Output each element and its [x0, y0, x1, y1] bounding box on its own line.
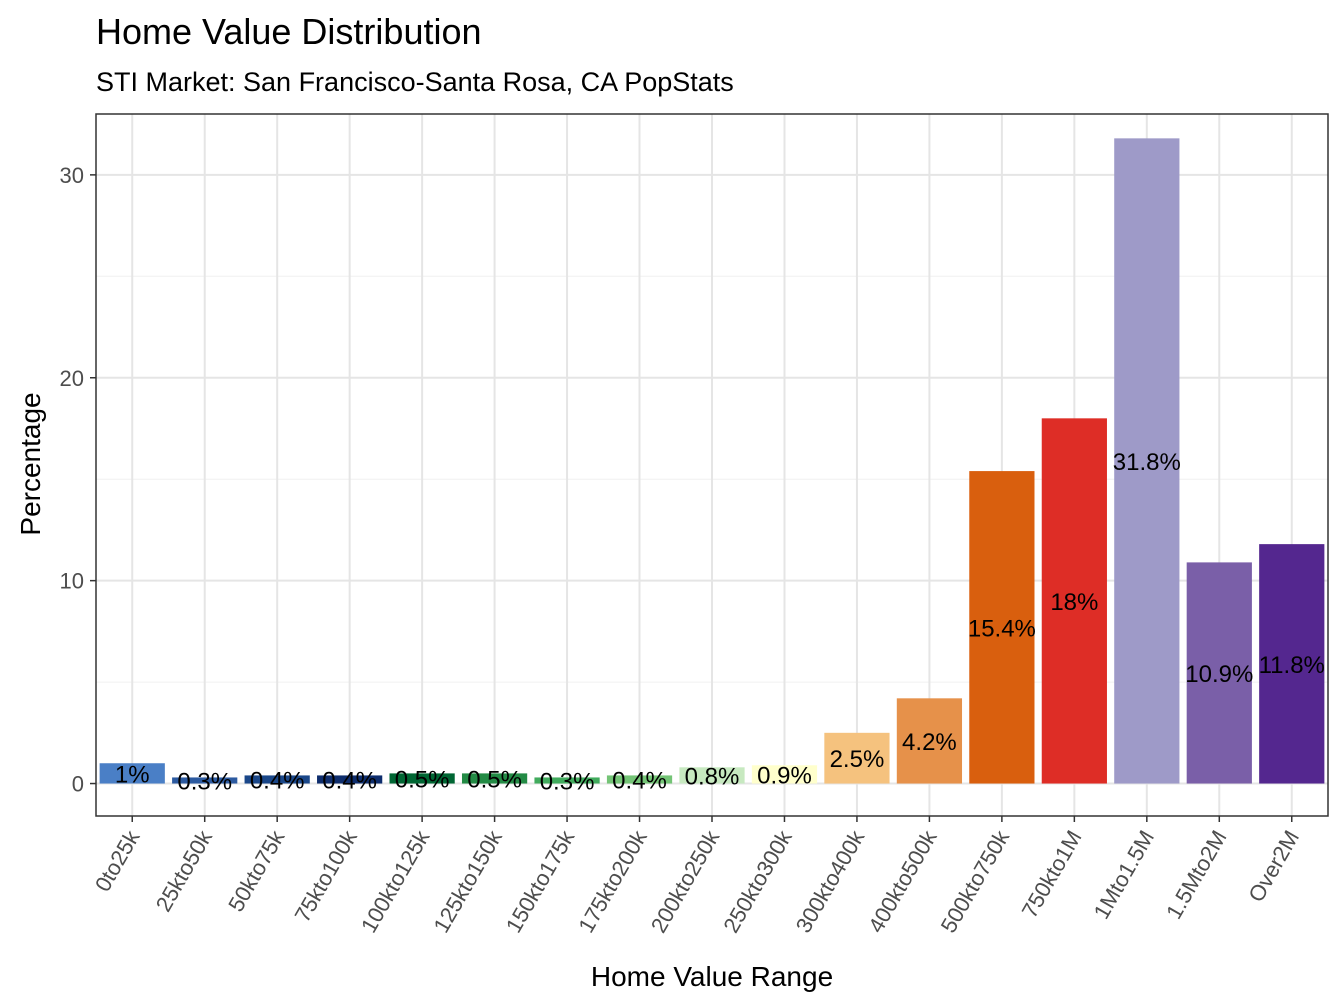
bar-value-label: 10.9% [1185, 661, 1253, 688]
y-tick-label: 0 [72, 772, 84, 797]
x-tick-label: 250kto300k [718, 825, 797, 937]
x-tick-label: 175kto200k [573, 825, 652, 937]
bar-value-label: 0.4% [250, 767, 305, 794]
x-axis: 0to25k 25kto50k 50kto75k 75kto100k100kto125… [90, 816, 1304, 937]
x-tick-label: 25kto50k [151, 825, 218, 916]
y-tick-label: 30 [60, 163, 84, 188]
bar [99, 763, 165, 784]
bar [1259, 544, 1325, 784]
bar [679, 767, 745, 784]
x-tick-label: 200kto250k [646, 825, 725, 937]
bar-value-label: 2.5% [830, 746, 885, 773]
x-tick-label: 75kto100k [290, 825, 363, 926]
bar-value-label: 15.4% [968, 615, 1036, 642]
bar-value-label: 0.4% [322, 767, 377, 794]
bar [534, 777, 600, 784]
bar [969, 471, 1035, 784]
x-tick-label: 400kto500k [863, 825, 942, 937]
bar [1186, 562, 1252, 784]
x-tick-label: Over2M [1243, 826, 1304, 906]
bar [317, 775, 383, 784]
bar-value-label: 11.8% [1259, 652, 1325, 679]
bar-value-label: 31.8% [1113, 449, 1181, 476]
x-tick-label: 0to25k [90, 825, 145, 896]
bar-value-label: 0.4% [612, 767, 667, 794]
bar-value-label: 1% [115, 761, 150, 788]
x-tick-label: 50kto75k [223, 825, 290, 916]
y-tick-label: 20 [60, 366, 84, 391]
bar [389, 773, 455, 784]
chart-title: Home Value Distribution [96, 11, 482, 52]
bar [1114, 138, 1180, 784]
x-tick-label: 1Mto1.5M [1089, 826, 1160, 923]
y-axis: 0 10 20 30 [60, 163, 96, 797]
bar-value-label: 0.3% [177, 768, 232, 795]
x-tick-label: 125kto150k [428, 825, 507, 937]
bar-value-label: 0.5% [467, 766, 522, 793]
bar [244, 775, 310, 784]
bar [824, 732, 890, 784]
bar-value-label: 18% [1050, 589, 1098, 616]
bar [896, 698, 963, 784]
y-tick-label: 10 [60, 569, 84, 594]
bar-value-label: 0.8% [685, 763, 740, 790]
bar-value-label: 0.3% [540, 768, 595, 795]
bar [461, 773, 528, 784]
x-tick-label: 750kto1M [1017, 826, 1087, 922]
x-tick-label: 500kto750k [936, 825, 1015, 937]
x-tick-label: 300kto400k [791, 825, 870, 937]
bar [751, 765, 818, 784]
bars [99, 138, 1325, 784]
data-labels: 1% 0.3% 0.4% 0.4% 0.5% 0.5% 0.3% 0.4% 0.8% 0.9% 2.… [115, 449, 1325, 796]
bar [172, 777, 238, 784]
bar-value-label: 4.2% [902, 729, 957, 756]
bar [1041, 418, 1107, 784]
x-tick-label: 150kto175k [501, 825, 580, 937]
x-tick-label: 1.5Mto2M [1161, 826, 1232, 923]
y-axis-title: Percentage [15, 392, 46, 535]
x-tick-label: 100kto125k [356, 825, 435, 937]
bar [606, 775, 673, 784]
chart-subtitle: STI Market: San Francisco-Santa Rosa, CA… [96, 67, 734, 97]
bar-value-label: 0.9% [757, 762, 812, 789]
x-axis-title: Home Value Range [591, 961, 833, 992]
bar-value-label: 0.5% [395, 766, 450, 793]
